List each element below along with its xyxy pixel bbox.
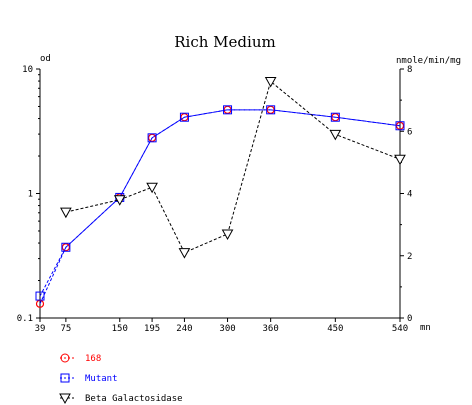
legend-marker-mutant [60, 373, 70, 383]
right-y-ticks: 0 2 4 6 8 [400, 65, 412, 324]
data-point-mutant [330, 112, 340, 122]
data-point-mutant [61, 242, 71, 252]
legend-label-beta-galactosidase: Beta Galactosidase [85, 394, 183, 404]
x-tick-label: 540 [392, 324, 408, 334]
right-y-unit: nmole/min/mg [396, 56, 461, 66]
legend-marker-beta-galactosidase [59, 393, 71, 405]
legend: 168 Mutant Beta Galactosidase [59, 353, 183, 405]
legend-marker-168 [60, 353, 70, 363]
x-unit: mn [420, 323, 431, 333]
left-y-ticks: 0.1 1 10 [17, 65, 40, 324]
x-tick-label: 360 [263, 324, 279, 334]
data-point-mutant [266, 105, 276, 115]
legend-item-beta-galactosidase: Beta Galactosidase [59, 393, 183, 405]
series-line-beta-galactosidase [65, 80, 401, 254]
legend-item-168: 168 [60, 353, 101, 364]
data-point-mutant [35, 291, 45, 301]
series-line-168 [39, 109, 401, 305]
data-point-mutant [179, 112, 189, 122]
data-point-beta-galactosidase [394, 154, 406, 166]
data-point-mutant [395, 121, 405, 131]
data-point-beta-galactosidase [264, 76, 277, 88]
series-line-mutant [39, 109, 401, 297]
right-y-tick-label: 8 [407, 65, 412, 75]
x-tick-label: 150 [112, 324, 128, 334]
data-point-mutant [147, 133, 157, 143]
left-y-tick-label: 1 [28, 190, 33, 200]
chart-title: Rich Medium [174, 33, 275, 51]
legend-label-168: 168 [85, 354, 101, 364]
left-y-unit: od [40, 54, 51, 64]
right-y-tick-label: 2 [407, 252, 412, 262]
x-tick-label: 300 [219, 324, 235, 334]
series-layer [35, 76, 406, 308]
x-tick-label: 195 [144, 324, 160, 334]
legend-label-mutant: Mutant [85, 374, 118, 384]
data-point-beta-galactosidase [60, 207, 72, 219]
data-point-beta-galactosidase [113, 195, 126, 206]
x-ticks: 39 75 150 195 240 300 360 450 540 [35, 318, 408, 334]
data-point-mutant [223, 105, 233, 115]
left-y-tick-label: 10 [22, 65, 33, 75]
left-y-tick-label: 0.1 [17, 314, 33, 324]
data-point-beta-galactosidase [221, 229, 234, 240]
x-tick-label: 240 [176, 324, 192, 334]
x-tick-label: 39 [35, 324, 46, 334]
data-point-beta-galactosidase [146, 182, 158, 194]
x-tick-label: 75 [60, 324, 71, 334]
right-y-tick-label: 4 [407, 190, 412, 200]
right-y-tick-label: 0 [407, 314, 412, 324]
legend-item-mutant: Mutant [60, 373, 118, 384]
data-point-beta-galactosidase [178, 248, 191, 259]
data-point-beta-galactosidase [329, 129, 342, 141]
right-y-tick-label: 6 [407, 127, 412, 137]
x-tick-label: 450 [327, 324, 343, 334]
